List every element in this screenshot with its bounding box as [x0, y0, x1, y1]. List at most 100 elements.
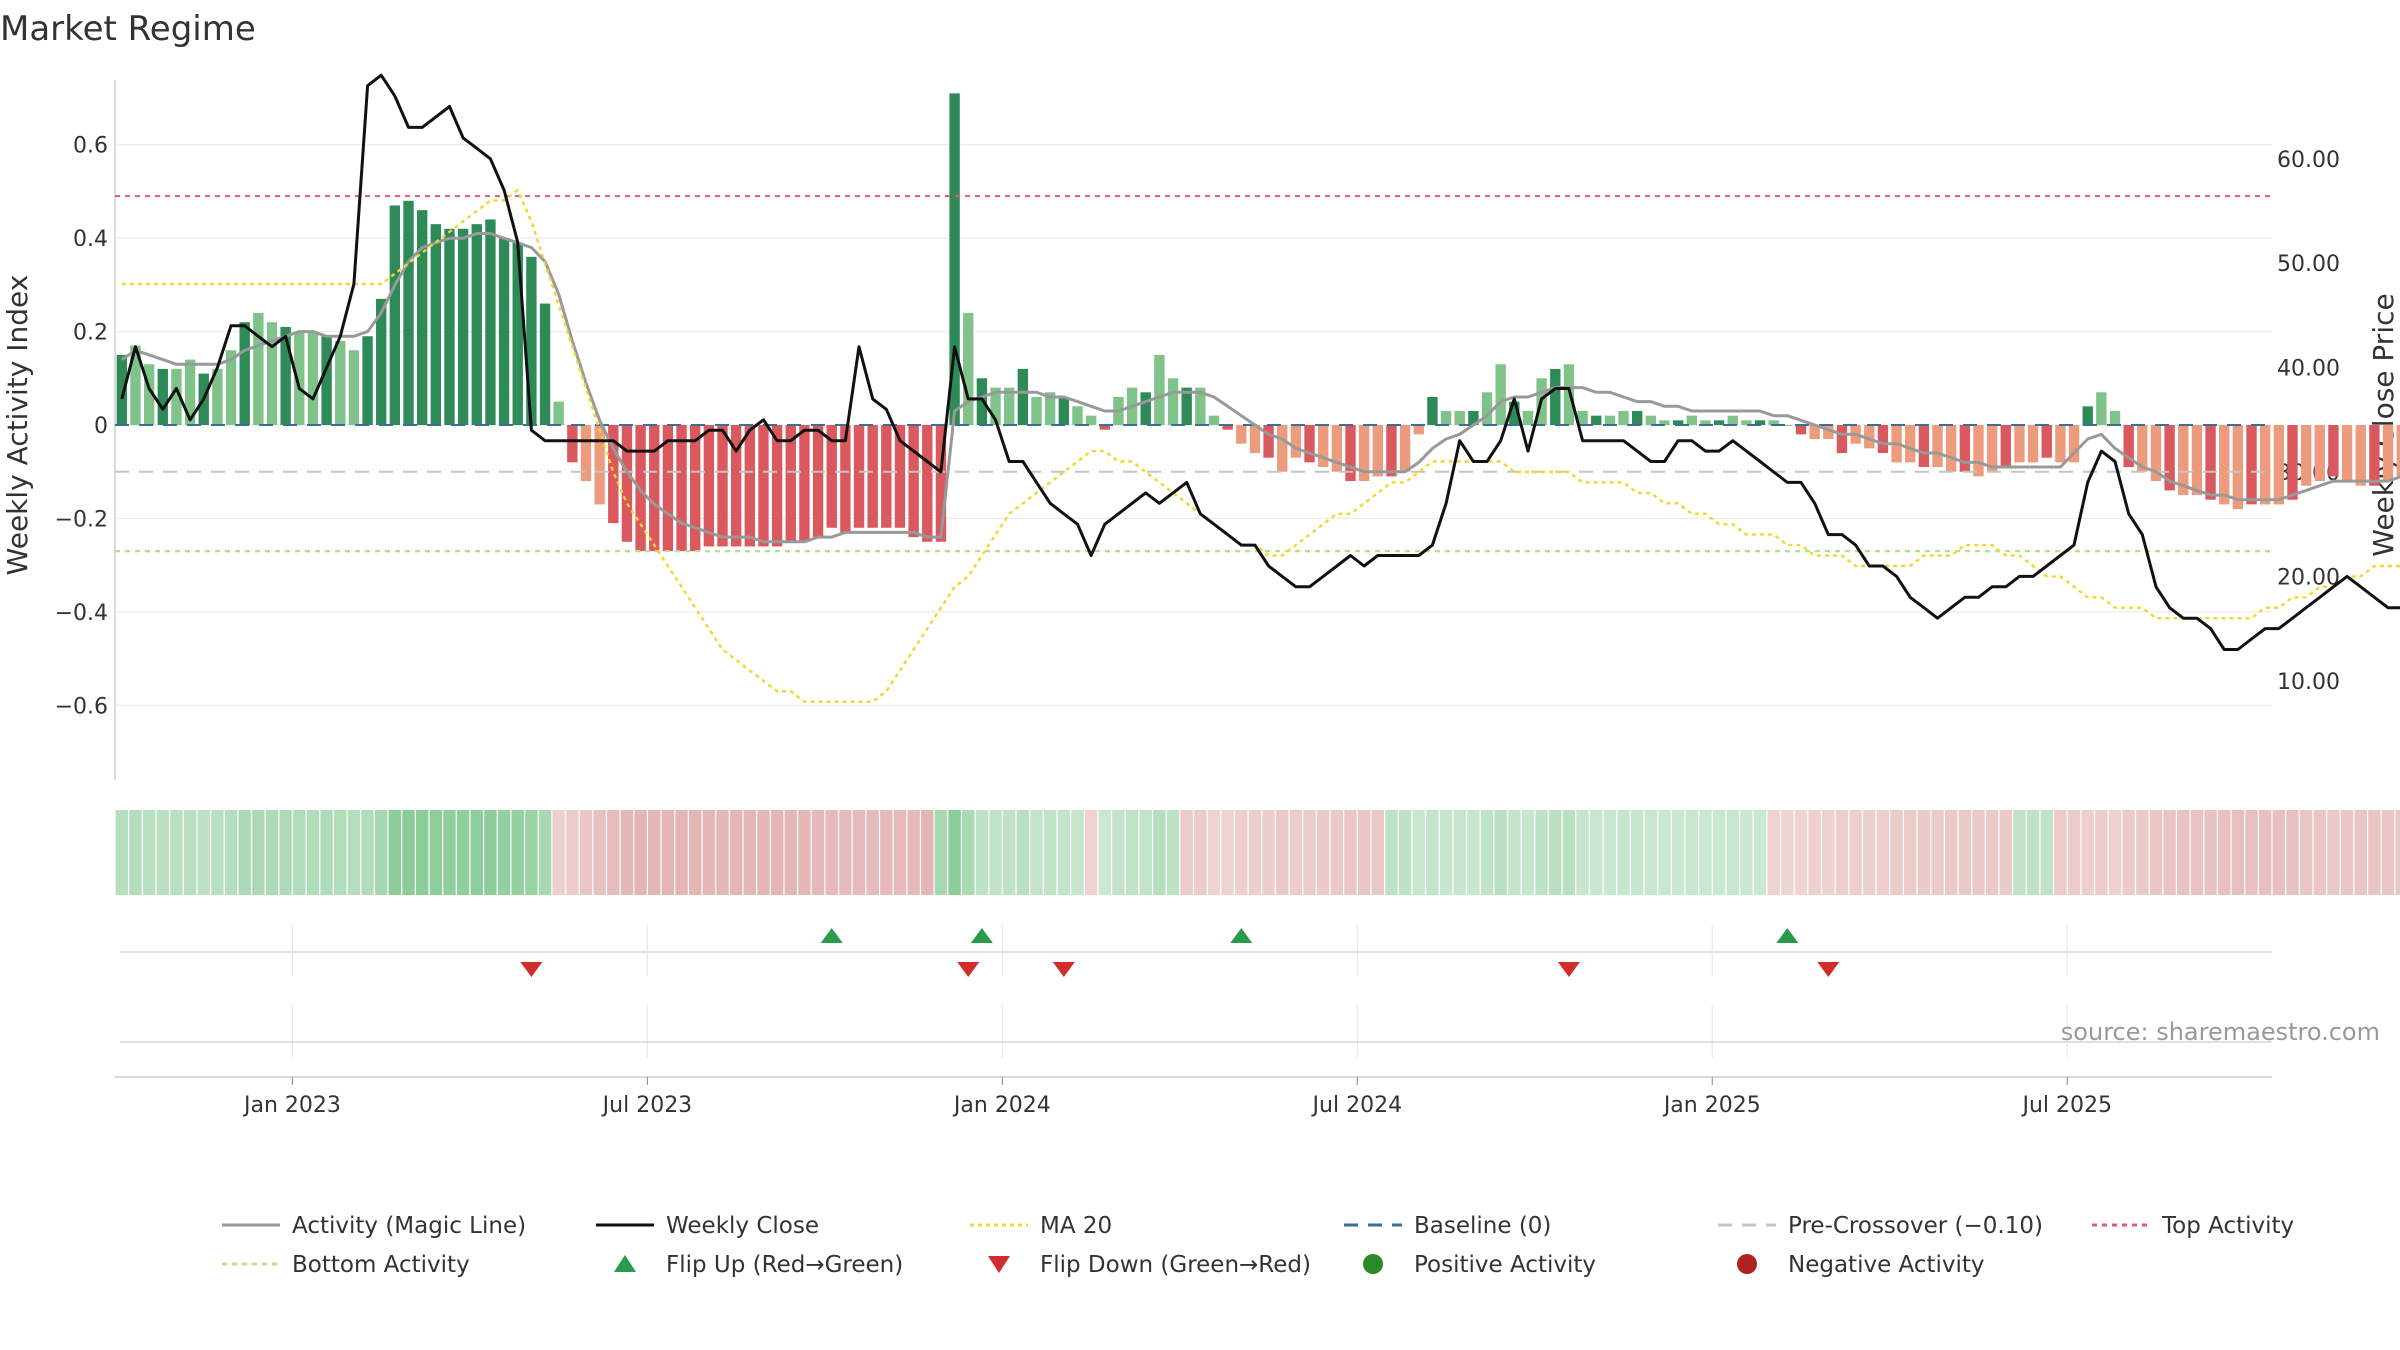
flip-down-marker — [1557, 962, 1580, 977]
activity-bar — [990, 387, 1001, 425]
regime-cell — [1316, 810, 1330, 895]
regime-cell — [675, 810, 688, 895]
activity-bar — [649, 425, 660, 552]
activity-bar — [1754, 420, 1766, 425]
activity-bar — [1768, 420, 1779, 425]
activity-bar — [2191, 425, 2203, 496]
activity-bar — [922, 425, 933, 542]
activity-bar — [1945, 425, 1957, 472]
y-tick-label-0: 0.6 — [73, 134, 108, 159]
activity-bar — [1509, 401, 1520, 425]
regime-cell — [2095, 810, 2108, 895]
legend-item: Bottom Activity — [222, 1252, 470, 1278]
activity-bar — [1181, 387, 1192, 425]
flip-down-marker — [1817, 962, 1840, 977]
activity-bar — [1809, 425, 1820, 440]
activity-bar — [1454, 410, 1465, 425]
flip-up-marker — [1230, 928, 1253, 943]
legend-label: Top Activity — [2161, 1213, 2294, 1239]
x-tick-label-3: Jul 2024 — [1311, 1093, 1403, 1118]
regime-cell — [1057, 810, 1071, 895]
activity-bar — [1836, 425, 1848, 454]
regime-cell — [593, 810, 606, 895]
regime-cell — [661, 810, 675, 895]
activity-bar — [1618, 410, 1629, 425]
legend-item: Top Activity — [2092, 1213, 2294, 1239]
activity-bar — [1864, 425, 1875, 449]
activity-bar — [171, 368, 182, 425]
regime-cell — [2272, 810, 2286, 895]
regime-cell — [115, 810, 129, 895]
regime-cell — [648, 810, 661, 895]
activity-bar — [1823, 425, 1834, 440]
activity-bar — [239, 322, 250, 425]
regime-cell — [1822, 810, 1835, 895]
activity-bar — [1072, 406, 1083, 425]
activity-bar — [1918, 425, 1930, 468]
regime-cell — [1235, 810, 1248, 895]
regime-cell — [1903, 810, 1917, 895]
regime-cell — [1180, 810, 1193, 895]
legend-label: Baseline (0) — [1414, 1213, 1551, 1239]
activity-bar — [1331, 425, 1343, 472]
regime-cell — [770, 810, 784, 895]
regime-cell — [1439, 810, 1453, 895]
activity-bar — [758, 425, 769, 547]
regime-cell — [320, 810, 333, 895]
regime-cell — [183, 810, 197, 895]
activity-bar — [2123, 425, 2134, 468]
activity-bar — [963, 312, 974, 425]
activity-bar — [771, 425, 783, 547]
activity-bar — [376, 298, 387, 425]
regime-cell — [757, 810, 770, 895]
activity-bar — [389, 205, 401, 425]
regime-cell — [1098, 810, 1111, 895]
activity-bar — [1591, 415, 1602, 425]
activity-bar — [2355, 425, 2366, 486]
activity-bar — [1495, 364, 1506, 425]
activity-bar — [2219, 425, 2230, 505]
x-tick-label-4: Jan 2025 — [1662, 1093, 1761, 1118]
activity-bar — [526, 256, 537, 425]
activity-bar — [1672, 420, 1684, 425]
activity-bar — [2055, 425, 2066, 463]
regime-cell — [1876, 810, 1890, 895]
regime-cell — [1166, 810, 1180, 895]
activity-bar — [430, 224, 442, 425]
activity-bar — [457, 228, 469, 425]
regime-cell — [1262, 810, 1275, 895]
regime-cell — [1917, 810, 1931, 895]
regime-cell — [1767, 810, 1780, 895]
regime-cell — [811, 810, 825, 895]
activity-bar — [1905, 425, 1916, 463]
activity-bar — [2205, 425, 2216, 500]
regime-cell — [1221, 810, 1234, 895]
activity-bar — [362, 336, 373, 425]
regime-cell — [1194, 810, 1207, 895]
regime-cell — [784, 810, 797, 895]
regime-cell — [224, 810, 238, 895]
regime-cell — [293, 810, 306, 895]
activity-bar — [212, 368, 223, 425]
activity-bar — [444, 228, 455, 425]
x-tick-label-5: Jul 2025 — [2020, 1093, 2112, 1118]
activity-bar — [2109, 410, 2121, 425]
regime-cell — [798, 810, 811, 895]
activity-bar — [348, 350, 360, 425]
regime-cell — [2395, 810, 2400, 895]
regime-cell — [1125, 810, 1139, 895]
y-tick-label-2: 0.2 — [73, 321, 108, 346]
regime-cell — [1071, 810, 1084, 895]
activity-bar — [785, 425, 796, 542]
regime-cell — [238, 810, 251, 895]
legend-label: Activity (Magic Line) — [292, 1213, 526, 1239]
regime-cell — [402, 810, 415, 895]
activity-bar — [143, 364, 155, 425]
activity-bar — [853, 425, 865, 528]
regime-cell — [2081, 810, 2094, 895]
regime-cell — [2040, 810, 2053, 895]
regime-cell — [2122, 810, 2135, 895]
activity-bar — [2014, 425, 2025, 463]
regime-cell — [839, 810, 852, 895]
